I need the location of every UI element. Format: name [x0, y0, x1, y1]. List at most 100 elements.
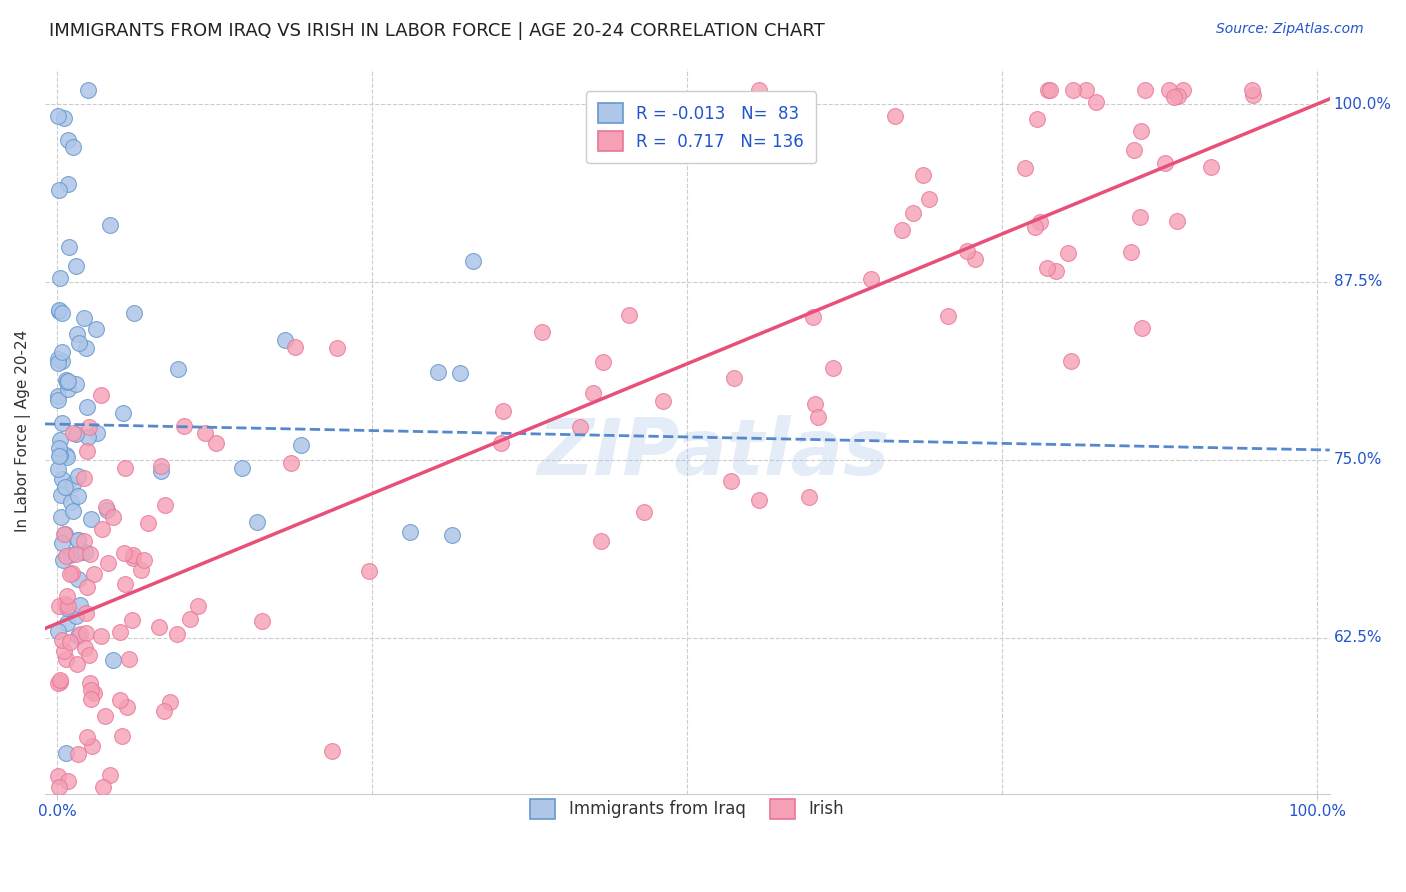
- Point: [60, 566, 83, 580]
- Point: [231, 461, 253, 475]
- Point: [65, 608, 87, 623]
- Point: [1084, 95, 1107, 109]
- Point: [97, 556, 120, 570]
- Point: [111, 729, 134, 743]
- Point: [80, 683, 103, 698]
- Point: [46, 624, 69, 638]
- Point: [58, 548, 80, 562]
- Point: [55, 374, 77, 388]
- Point: [90, 388, 112, 402]
- Point: [98, 768, 121, 782]
- Point: [69, 599, 91, 613]
- Point: [1122, 143, 1144, 157]
- Point: [1133, 83, 1156, 97]
- Point: [75, 341, 97, 355]
- Text: IMMIGRANTS FROM IRAQ VS IRISH IN LABOR FORCE | AGE 20-24 CORRELATION CHART: IMMIGRANTS FROM IRAQ VS IRISH IN LABOR F…: [49, 22, 825, 40]
- Point: [1119, 245, 1142, 260]
- Point: [589, 534, 612, 549]
- Point: [75, 641, 97, 656]
- Point: [103, 653, 125, 667]
- Point: [280, 456, 302, 470]
- Point: [911, 168, 934, 182]
- Point: [965, 252, 987, 267]
- Point: [66, 572, 89, 586]
- Point: [1130, 124, 1153, 138]
- Point: [633, 505, 655, 519]
- Point: [58, 240, 80, 254]
- Point: [136, 516, 159, 530]
- Point: [720, 474, 742, 488]
- Point: [807, 410, 830, 425]
- Point: [326, 341, 349, 355]
- Point: [55, 600, 77, 615]
- Point: [55, 651, 77, 665]
- Point: [250, 614, 273, 628]
- Point: [49, 674, 72, 689]
- Point: [46, 389, 69, 403]
- Point: [73, 471, 96, 485]
- Point: [1014, 161, 1036, 175]
- Point: [122, 305, 145, 319]
- Point: [101, 509, 124, 524]
- Point: [617, 308, 640, 322]
- Point: [1171, 83, 1194, 97]
- Point: [48, 441, 70, 455]
- Point: [1240, 83, 1263, 97]
- Point: [51, 353, 73, 368]
- Point: [55, 448, 77, 462]
- Point: [84, 322, 107, 336]
- Point: [1045, 264, 1067, 278]
- Point: [1163, 90, 1185, 104]
- Point: [652, 393, 675, 408]
- Point: [531, 325, 554, 339]
- Point: [62, 504, 84, 518]
- Point: [723, 371, 745, 385]
- Point: [150, 464, 173, 478]
- Point: [69, 626, 91, 640]
- Point: [56, 133, 79, 147]
- Point: [49, 433, 72, 447]
- Point: [52, 527, 75, 541]
- Point: [59, 567, 82, 582]
- Point: [118, 652, 141, 666]
- Point: [357, 565, 380, 579]
- Point: [917, 192, 939, 206]
- Point: [48, 780, 70, 794]
- Point: [582, 386, 605, 401]
- Point: [53, 526, 76, 541]
- Point: [65, 547, 87, 561]
- Point: [62, 140, 84, 154]
- Point: [76, 83, 98, 97]
- Point: [173, 419, 195, 434]
- Point: [884, 109, 907, 123]
- Point: [1062, 83, 1084, 97]
- Point: [51, 306, 73, 320]
- Point: [122, 548, 145, 562]
- Point: [860, 272, 883, 286]
- Point: [801, 310, 824, 324]
- Point: [76, 580, 98, 594]
- Point: [129, 563, 152, 577]
- Point: [48, 448, 70, 462]
- Point: [75, 625, 97, 640]
- Point: [55, 616, 77, 631]
- Point: [49, 510, 72, 524]
- Point: [83, 567, 105, 582]
- Point: [55, 450, 77, 465]
- Point: [1166, 89, 1188, 103]
- Point: [112, 546, 135, 560]
- Point: [53, 597, 76, 611]
- Point: [60, 495, 83, 509]
- Point: [1166, 214, 1188, 228]
- Point: [321, 744, 343, 758]
- Point: [1060, 354, 1083, 368]
- Point: [77, 430, 100, 444]
- Point: [96, 502, 118, 516]
- Point: [1036, 261, 1059, 276]
- Point: [121, 551, 143, 566]
- Point: [159, 695, 181, 709]
- Point: [66, 533, 89, 548]
- Point: [114, 461, 136, 475]
- Point: [52, 112, 75, 126]
- Point: [284, 339, 307, 353]
